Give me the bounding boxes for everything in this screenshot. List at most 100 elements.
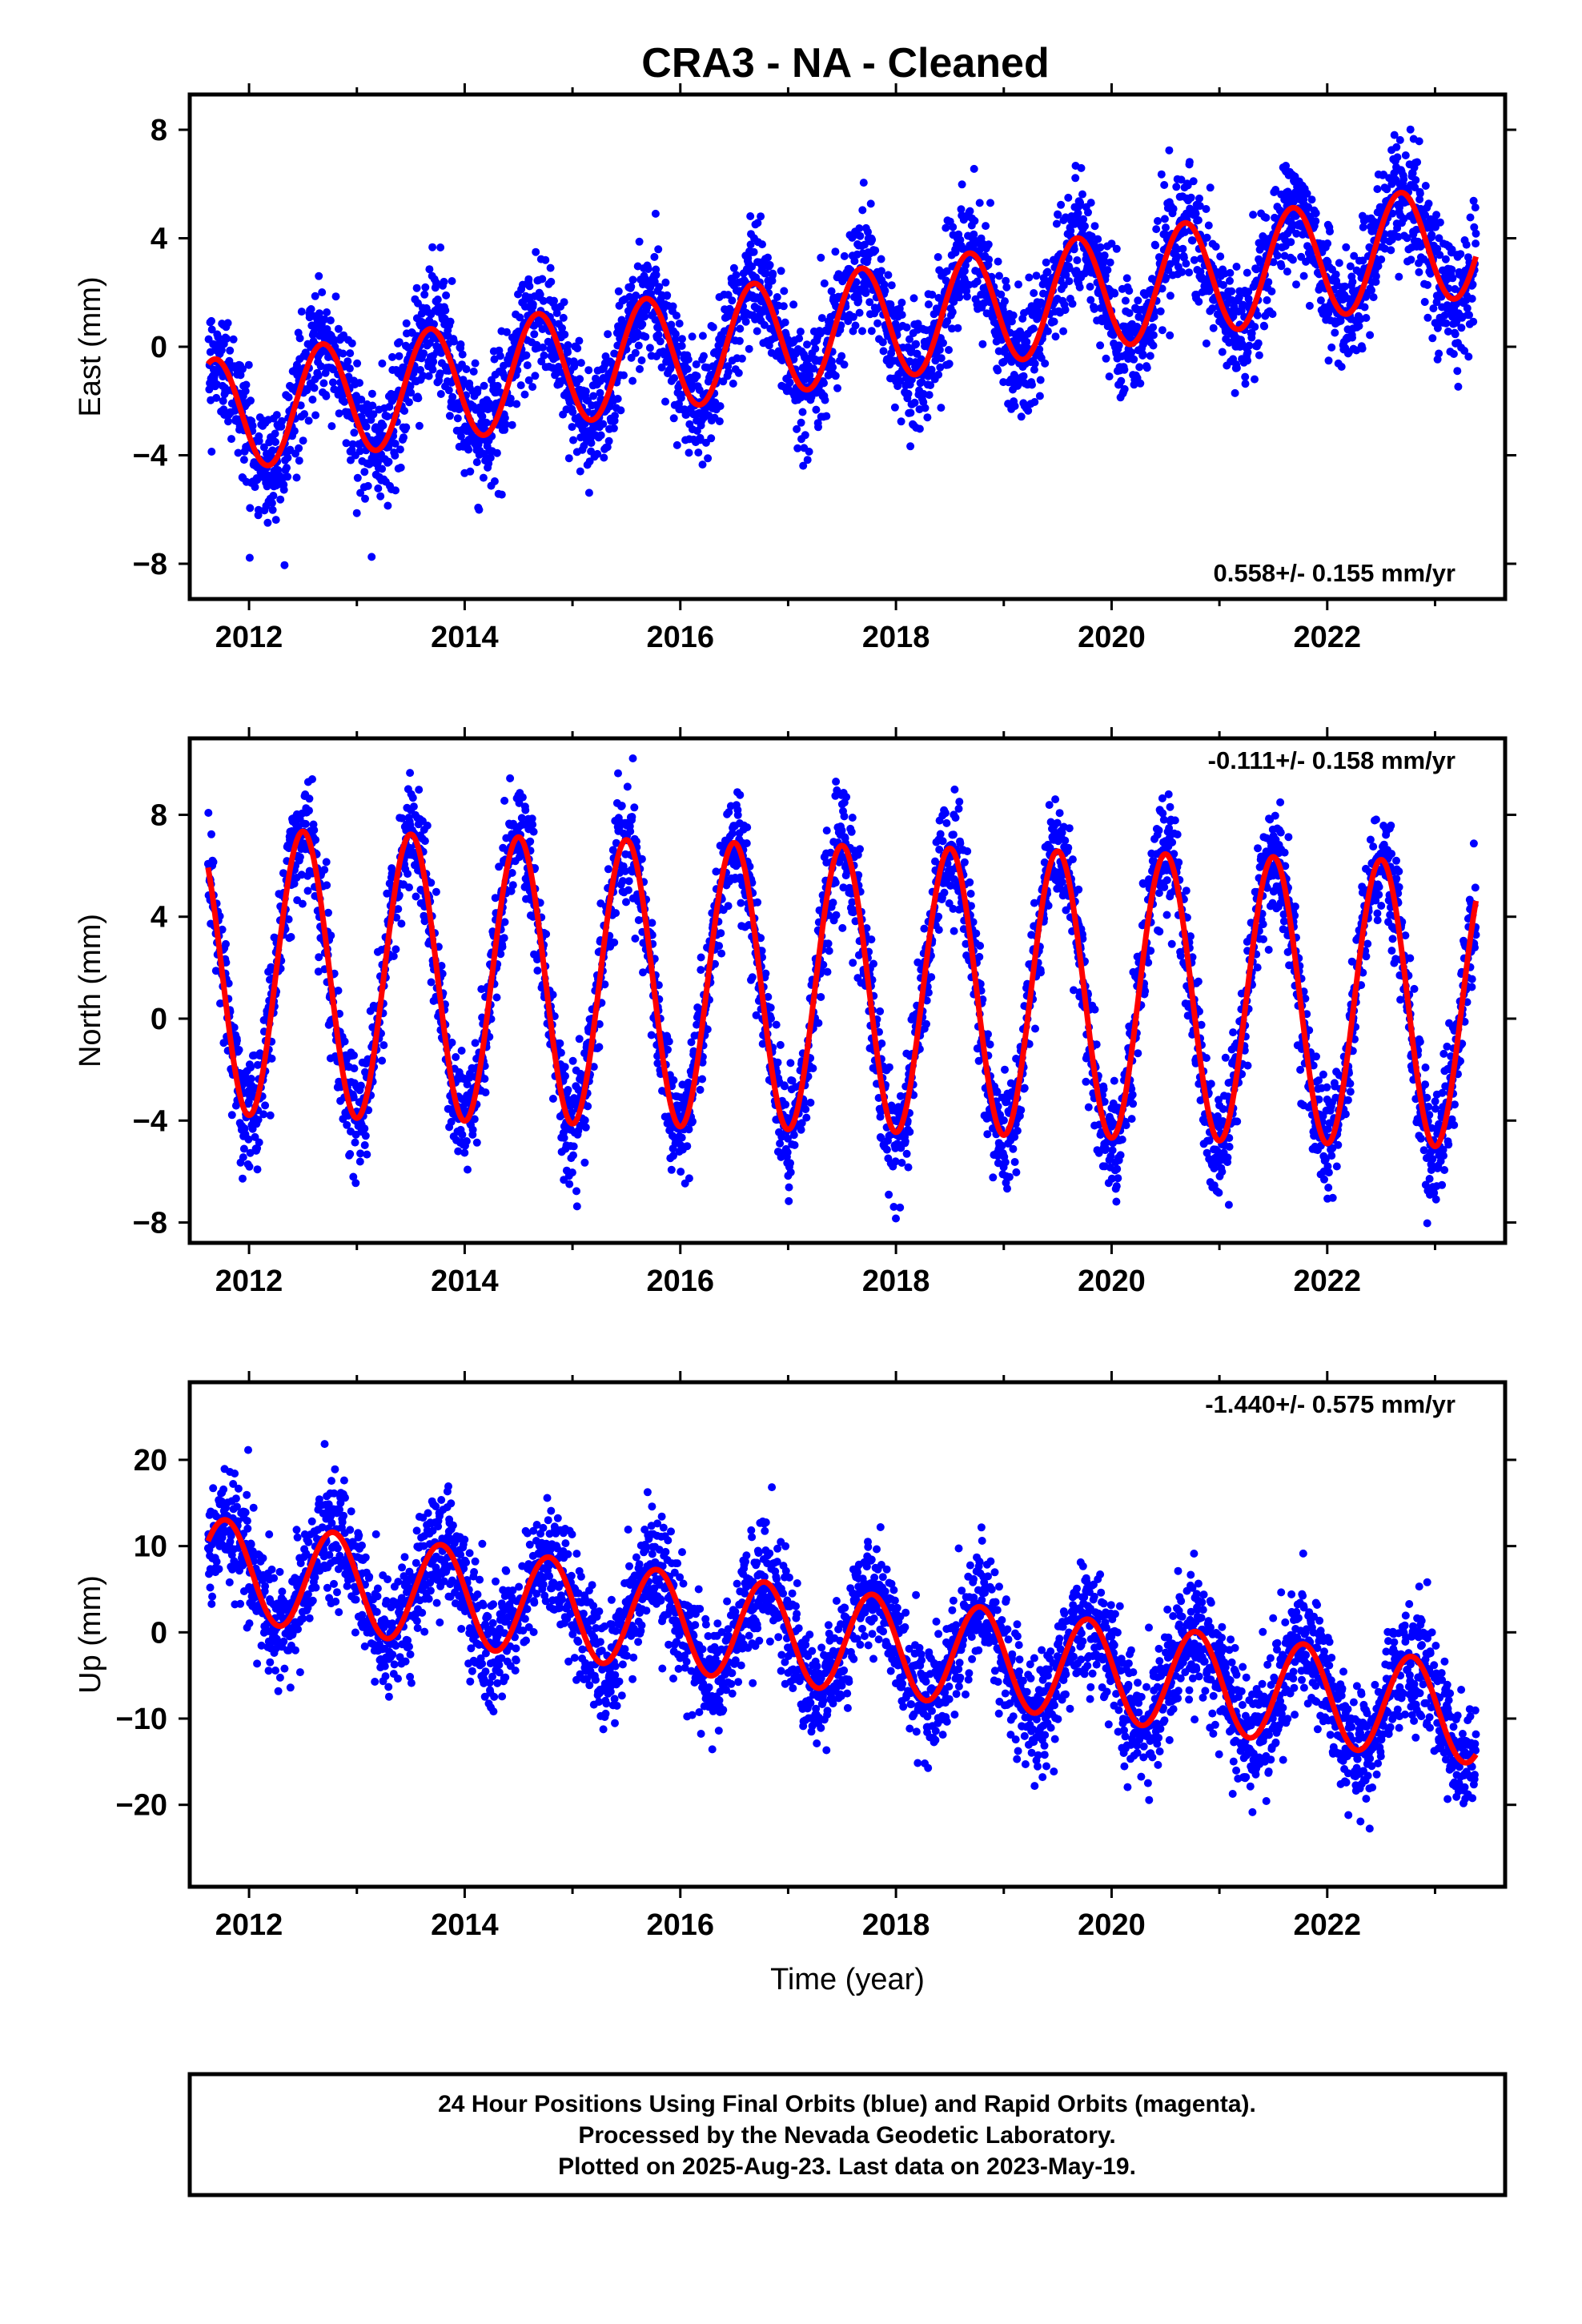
east-position-point [677,394,685,402]
east-position-point [593,449,602,458]
east-position-point [425,265,434,274]
east-position-point [757,212,765,221]
north-position-point [361,1132,370,1140]
east-position-point [383,501,392,510]
east-position-point [858,327,866,336]
east-position-point [1251,323,1259,332]
east-position-point [1273,251,1282,260]
east-position-point [531,372,540,380]
east-position-point [986,199,994,207]
east-position-point [795,334,804,343]
east-position-point [1172,183,1181,191]
east-position-point [508,420,516,429]
east-position-point [1030,360,1039,368]
east-position-point [698,460,707,469]
east-position-point [558,324,566,332]
east-position-point [831,247,840,256]
east-position-point [406,382,415,391]
north-position-point [521,806,530,814]
east-position-point [1449,350,1458,358]
east-position-point [360,468,369,476]
north-position-point [320,866,329,875]
east-position-point [311,292,319,300]
east-position-point [245,553,254,562]
east-position-point [1105,372,1114,381]
east-position-point [1195,297,1203,306]
east-position-point [861,289,870,297]
east-position-point [1464,352,1473,361]
east-position-point [367,553,376,561]
east-position-point [714,341,723,350]
east-position-point [599,420,608,428]
east-position-point [568,423,576,432]
east-position-point [1019,372,1028,380]
east-position-point [973,277,982,286]
east-position-point [564,348,572,356]
east-position-point [436,369,444,378]
north-position-point [406,769,415,778]
east-position-point [799,461,808,470]
east-position-point [573,344,582,352]
east-position-point [1096,341,1105,350]
east-position-point [663,291,672,300]
east-position-point [1030,289,1038,297]
east-position-point [450,337,458,346]
north-position-point [222,939,230,948]
east-position-point [1086,199,1095,207]
east-position-point [1134,296,1142,305]
east-position-point [466,467,475,476]
east-position-point [429,357,438,366]
east-position-point [811,344,820,353]
east-position-point [1043,267,1052,276]
east-position-point [641,332,650,341]
north-position-point [423,821,432,830]
east-position-point [758,240,766,249]
east-position-point [1010,402,1019,410]
north-position-point [298,899,307,908]
east-position-point [1469,317,1478,326]
east-position-point [1035,392,1044,400]
east-position-point [512,400,521,408]
east-position-point [303,386,311,395]
east-position-point [943,317,952,326]
north-position-point [432,887,440,896]
east-position-point [295,456,303,465]
east-position-point [753,327,761,336]
east-position-point [1326,227,1334,235]
east-position-point [1466,213,1475,222]
east-position-point [1160,181,1169,189]
east-position-point [279,485,288,494]
east-position-point [1057,200,1066,209]
east-position-point [246,504,255,513]
east-position-point [1043,327,1052,336]
east-position-point [500,413,509,422]
east-position-point [268,446,277,455]
east-position-point [1117,376,1126,385]
east-position-point [1299,230,1307,239]
east-position-point [361,494,369,503]
east-position-point [496,352,504,360]
east-position-point [942,267,951,275]
north-position-point [506,774,515,782]
east-position-point [1227,287,1236,296]
east-position-point [923,413,932,422]
north-position-point [452,1053,460,1061]
east-position-point [905,335,913,344]
east-position-point [915,424,924,433]
east-position-point [433,296,442,304]
east-position-point [1311,217,1320,226]
east-position-point [785,378,794,387]
north-position-point [239,1174,247,1183]
east-position-point [661,278,670,287]
east-position-point [1447,265,1456,274]
east-position-point [1323,239,1332,247]
east-position-point [980,299,989,308]
north-position-point [569,1151,577,1160]
east-position-point [939,339,947,348]
east-position-point [560,330,569,339]
east-position-point [1103,266,1112,275]
east-position-point [278,416,287,425]
east-position-point [865,298,874,307]
east-position-point [1395,135,1404,144]
east-position-point [913,349,921,358]
